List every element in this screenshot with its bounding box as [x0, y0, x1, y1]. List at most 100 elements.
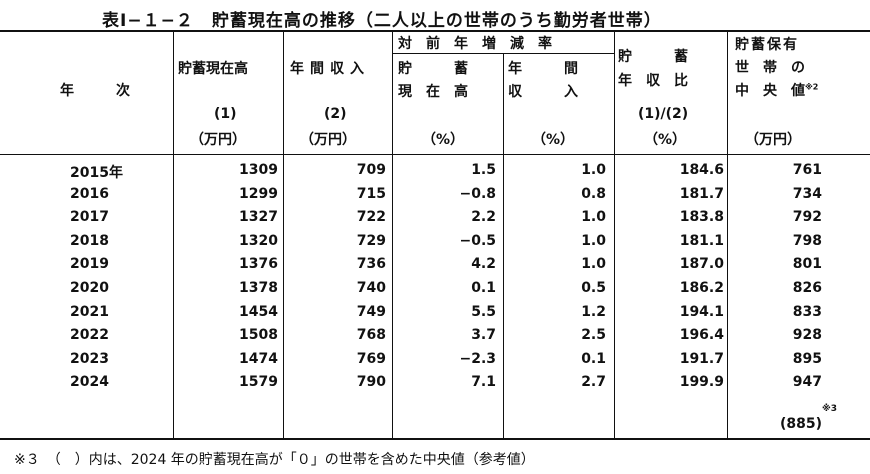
table-cell-income: 769 — [356, 350, 386, 367]
table-cell-income: 715 — [356, 185, 386, 202]
header-yoy-income-2: 収 入 — [508, 84, 578, 100]
table-cell-income: 722 — [356, 209, 386, 226]
table-cell-ratio: 199.9 — [679, 374, 724, 391]
table-cell-ratio: 191.7 — [679, 350, 724, 367]
table-cell-year: 2021 — [70, 303, 109, 320]
header-income: 年間収入 — [290, 61, 370, 77]
table-cell-savings: 1376 — [239, 256, 278, 273]
col-divider-4 — [503, 54, 504, 438]
table-cell-median: 734 — [792, 185, 822, 202]
col-divider-1 — [173, 30, 174, 438]
table-cell-ratio: 183.8 — [679, 209, 724, 226]
table-cell-median: 833 — [792, 303, 822, 320]
table-cell-year: 2023 — [70, 350, 109, 367]
header-income-num: (2) — [324, 106, 347, 122]
header-savings: 貯蓄現在高 — [178, 61, 248, 77]
savings-table: 年 次 貯蓄現在高 (1) （万円） 年間収入 (2) （万円） 対 前 年 増… — [0, 30, 870, 440]
header-income-unit: （万円） — [300, 132, 356, 148]
table-cell-income: 709 — [356, 162, 386, 178]
top-rule — [0, 30, 870, 32]
header-ratio-1: 貯 蓄 — [618, 49, 688, 65]
table-cell-ratio: 181.1 — [679, 232, 724, 249]
table-cell-yoy_i: 2.7 — [581, 374, 606, 391]
header-savings-unit: （万円） — [190, 132, 246, 148]
table-cell-median: 895 — [792, 350, 822, 367]
table-cell-savings: 1309 — [239, 162, 278, 178]
table-cell-yoy_i: 1.0 — [581, 232, 606, 249]
col-divider-3 — [392, 30, 393, 438]
header-ratio-2: 年 収 比 — [618, 73, 688, 89]
table-cell-median: 761 — [792, 162, 822, 178]
table-cell-income: 790 — [356, 374, 386, 391]
table-cell-savings: 1378 — [239, 280, 278, 296]
header-median-1: 貯蓄保有 — [735, 37, 799, 53]
table-cell-ratio: 187.0 — [679, 256, 724, 273]
table-cell-income: 740 — [356, 280, 386, 296]
table-cell-yoy_s: −0.5 — [459, 232, 496, 249]
header-yoy-group: 対 前 年 増 減 率 — [398, 36, 552, 52]
table-cell-year: 2024 — [70, 374, 109, 391]
col-divider-5 — [614, 30, 615, 438]
group-rule — [392, 53, 614, 54]
table-cell-median: 826 — [792, 280, 822, 296]
table-cell-yoy_s: 4.2 — [471, 256, 496, 273]
table-cell-yoy_s: 3.7 — [471, 327, 496, 344]
table-cell-yoy_i: 1.2 — [581, 303, 606, 320]
table-cell-yoy_s: 5.5 — [471, 303, 496, 320]
table-cell-savings: 1327 — [239, 209, 278, 226]
table-cell-yoy_i: 2.5 — [581, 327, 606, 344]
header-savings-num: (1) — [214, 106, 237, 122]
table-cell-year: 2018 — [70, 232, 109, 249]
header-median-3: 中 央 値※2 — [735, 82, 819, 99]
table-cell-income: 768 — [356, 327, 386, 344]
table-cell-yoy_i: 1.0 — [581, 209, 606, 226]
table-cell-ratio: 181.7 — [679, 185, 724, 202]
header-ratio-num: (1)/(2) — [638, 106, 689, 122]
header-yoy-income-unit: （%） — [532, 132, 575, 148]
table-cell-median: 947 — [792, 374, 822, 391]
table-cell-yoy_s: 2.2 — [471, 209, 496, 226]
table-cell-year: 2022 — [70, 327, 109, 344]
table-cell-savings: 1454 — [239, 303, 278, 320]
table-cell-income: 736 — [356, 256, 386, 273]
header-median-unit: （万円） — [745, 132, 801, 148]
col-divider-2 — [283, 30, 284, 438]
table-cell-ratio: 196.4 — [679, 327, 724, 344]
table-cell-yoy_s: 1.5 — [471, 162, 496, 178]
col-divider-6 — [727, 30, 728, 438]
header-yoy-income-1: 年 間 — [508, 61, 578, 77]
table-cell-median: 928 — [792, 327, 822, 344]
table-cell-income: 749 — [356, 303, 386, 320]
table-cell-median: 801 — [792, 256, 822, 273]
table-cell-yoy_s: 7.1 — [471, 374, 496, 391]
table-cell-year: 2015年 — [70, 165, 123, 181]
header-bottom-rule — [0, 154, 870, 155]
table-cell-savings: 1579 — [239, 374, 278, 391]
bottom-rule — [0, 438, 870, 440]
header-yoy-savings-2: 現 在 高 — [398, 84, 468, 100]
extra-median-value: (885) — [779, 416, 822, 432]
table-cell-median: 798 — [792, 232, 822, 249]
table-cell-yoy_s: −2.3 — [459, 350, 496, 367]
table-cell-yoy_s: 0.1 — [471, 280, 496, 296]
table-cell-savings: 1474 — [239, 350, 278, 367]
table-cell-year: 2019 — [70, 256, 109, 273]
table-cell-income: 729 — [356, 232, 386, 249]
header-ratio-unit: （%） — [644, 132, 687, 148]
footnote-mark-2: ※2 — [805, 82, 819, 92]
table-cell-year: 2016 — [70, 185, 109, 202]
table-cell-year: 2017 — [70, 209, 109, 226]
table-cell-yoy_i: 1.0 — [581, 162, 606, 178]
table-cell-yoy_i: 0.8 — [581, 185, 606, 202]
header-median-2: 世 帯 の — [735, 60, 805, 76]
table-cell-savings: 1508 — [239, 327, 278, 344]
table-cell-ratio: 184.6 — [679, 162, 724, 178]
table-cell-yoy_i: 1.0 — [581, 256, 606, 273]
header-year: 年 次 — [60, 83, 130, 99]
header-yoy-savings-unit: （%） — [422, 132, 465, 148]
table-cell-yoy_i: 0.5 — [581, 280, 606, 296]
table-cell-year: 2020 — [70, 280, 109, 296]
table-cell-yoy_i: 0.1 — [581, 350, 606, 367]
footnote: ※３ （ ）内は、2024 年の貯蓄現在高が「０」の世帯を含めた中央値（参考値） — [14, 452, 535, 468]
table-cell-ratio: 186.2 — [679, 280, 724, 296]
